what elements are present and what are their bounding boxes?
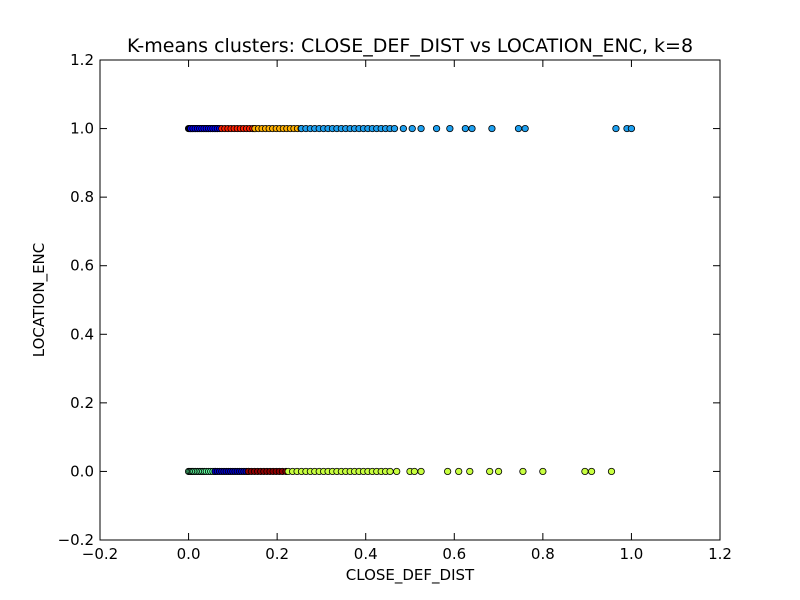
data-point <box>446 124 454 133</box>
data-point <box>488 124 496 133</box>
data-point <box>539 467 547 476</box>
data-point <box>494 467 503 476</box>
x-tick-label: 0.4 <box>354 545 378 563</box>
data-point <box>461 124 469 133</box>
data-point <box>386 467 394 476</box>
x-axis-label: CLOSE_DEF_DIST <box>346 566 475 585</box>
data-point <box>587 467 596 476</box>
y-axis-label: LOCATION_ENC <box>30 243 49 358</box>
y-tick-label: 1.0 <box>70 120 94 138</box>
data-point <box>408 124 416 133</box>
chart-title: K-means clusters: CLOSE_DEF_DIST vs LOCA… <box>127 35 693 57</box>
x-tick-label: 0.0 <box>177 545 201 563</box>
data-point <box>455 467 463 476</box>
data-point <box>521 124 529 133</box>
x-tick-label: 0.8 <box>531 545 555 563</box>
data-point <box>432 124 441 133</box>
data-point <box>410 467 419 476</box>
data-point <box>417 467 425 476</box>
x-tick-label: 1.0 <box>619 545 643 563</box>
data-point <box>393 467 401 476</box>
data-point <box>519 467 527 476</box>
data-points <box>184 124 636 476</box>
data-point <box>514 124 523 133</box>
x-tick-label: 1.2 <box>708 545 732 563</box>
y-tick-label: 1.2 <box>70 51 94 69</box>
data-point <box>444 467 452 476</box>
data-point <box>399 124 407 133</box>
y-tick-label: 0.8 <box>70 188 94 206</box>
x-tick-label: 0.6 <box>442 545 466 563</box>
data-point <box>468 124 476 133</box>
data-point <box>607 467 616 476</box>
axis-ticks: −0.2 0.0 0.2 0.4 0.6 0.8 1.0 1.2 −0.2 0.0 0.2 0.4 0.… <box>58 51 732 563</box>
data-point <box>581 467 589 476</box>
y-tick-label: 0.6 <box>70 257 94 275</box>
plot-frame <box>99 59 721 541</box>
data-point <box>466 467 474 476</box>
data-point <box>390 124 399 133</box>
x-tick-label: 0.2 <box>265 545 289 563</box>
data-point <box>486 467 494 476</box>
data-point <box>627 124 636 133</box>
y-tick-label: −0.2 <box>58 531 94 549</box>
y-tick-label: 0.4 <box>70 325 94 343</box>
y-tick-label: 0.2 <box>70 394 94 412</box>
x-tick-label: −0.2 <box>82 545 118 563</box>
data-point <box>417 124 425 133</box>
y-tick-label: 0.0 <box>70 462 94 480</box>
data-point <box>612 124 620 133</box>
